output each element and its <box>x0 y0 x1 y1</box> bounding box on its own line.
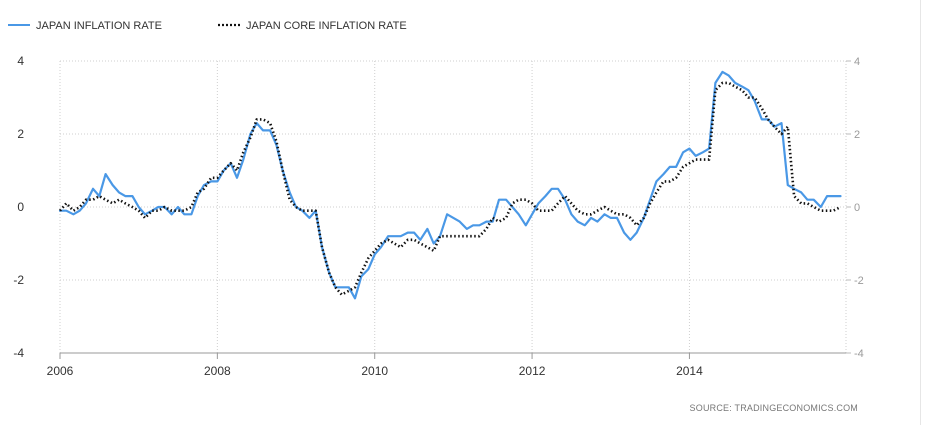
legend[interactable]: JAPAN INFLATION RATE JAPAN CORE INFLATIO… <box>8 20 407 32</box>
y-tick-label-right: 2 <box>854 129 860 141</box>
legend-label-inflation: JAPAN INFLATION RATE <box>36 20 162 32</box>
y-tick-label-left: 2 <box>17 127 24 141</box>
y-tick-label-right: 0 <box>854 202 860 214</box>
series-line-inflation[interactable] <box>58 70 842 300</box>
y-tick-label-left: -4 <box>13 346 24 360</box>
y-tick-label-right: 4 <box>854 56 860 68</box>
y-tick-label-right: -2 <box>854 275 864 287</box>
x-tick-label: 2012 <box>519 364 546 378</box>
right-edge-panel <box>920 0 937 425</box>
x-tick-label: 2006 <box>47 364 74 378</box>
series-layer <box>58 70 842 300</box>
axes <box>59 60 851 359</box>
x-tick-label: 2010 <box>361 364 388 378</box>
series-line-core-inflation[interactable] <box>59 81 842 296</box>
y-tick-label-left: -2 <box>13 273 24 287</box>
legend-label-core: JAPAN CORE INFLATION RATE <box>246 20 407 32</box>
source-label: SOURCE: TRADINGECONOMICS.COM <box>690 403 858 413</box>
x-tick-label: 2014 <box>676 364 703 378</box>
y-tick-label-right: -4 <box>854 348 864 360</box>
y-tick-label-left: 0 <box>17 200 24 214</box>
y-tick-label-left: 4 <box>17 54 24 68</box>
x-tick-label: 2008 <box>204 364 231 378</box>
tick-labels: 4 4 2 2 0 0 -2 -2 -4 -4 2006 2008 2010 2012 2014 <box>13 54 863 378</box>
